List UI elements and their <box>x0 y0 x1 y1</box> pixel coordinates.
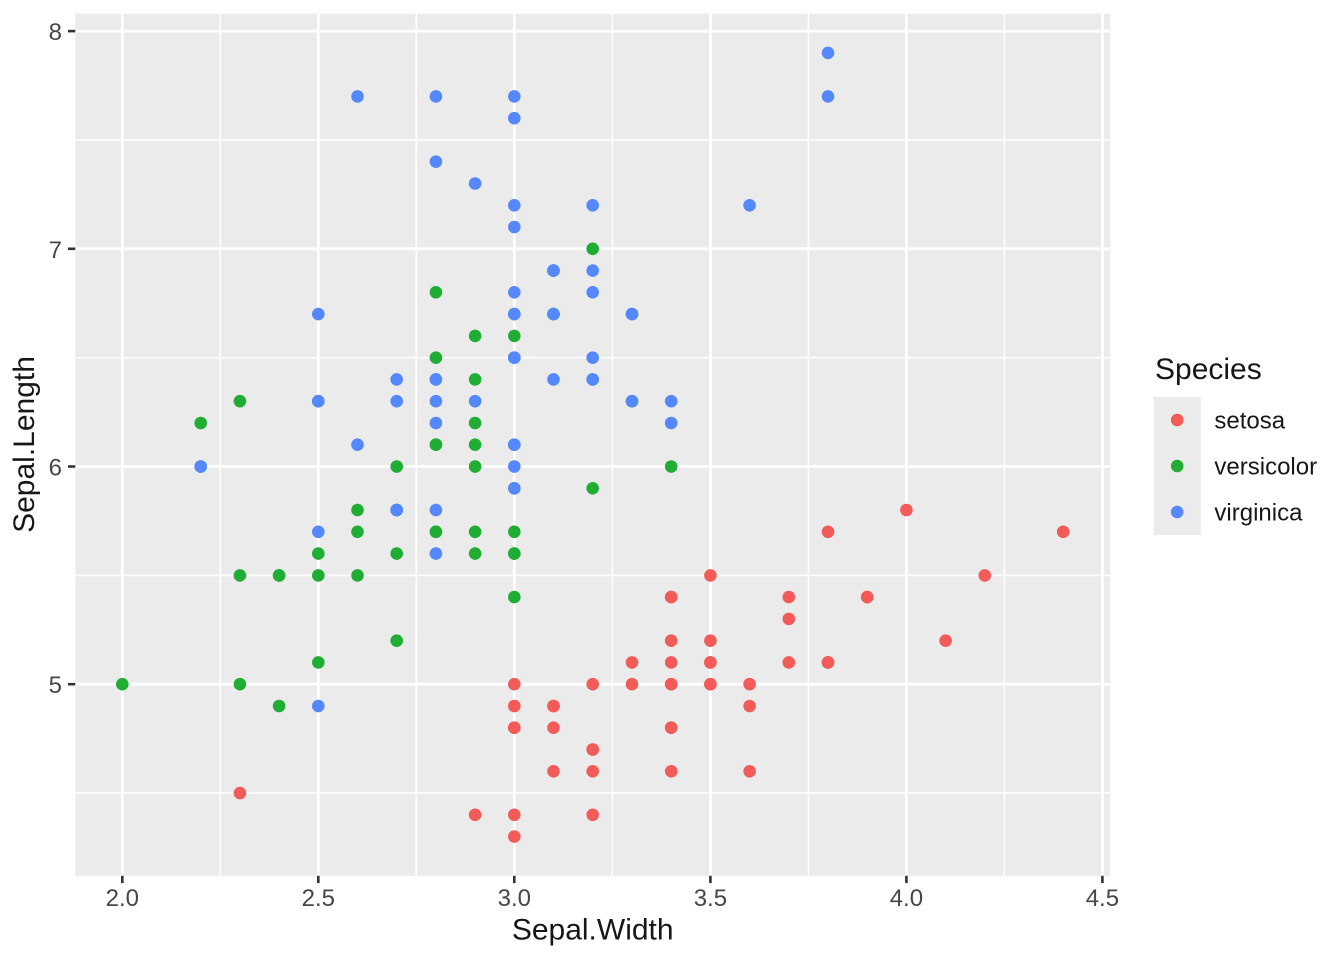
svg-text:7: 7 <box>49 237 62 264</box>
svg-text:setosa: setosa <box>1214 407 1285 434</box>
svg-text:5: 5 <box>49 672 62 699</box>
svg-text:3.0: 3.0 <box>498 885 531 912</box>
svg-text:2.0: 2.0 <box>106 885 139 912</box>
svg-text:Sepal.Length: Sepal.Length <box>8 356 41 533</box>
svg-text:Species: Species <box>1155 353 1262 386</box>
svg-text:versicolor: versicolor <box>1214 453 1317 480</box>
svg-text:6: 6 <box>49 455 62 482</box>
svg-text:4.5: 4.5 <box>1086 885 1119 912</box>
svg-text:8: 8 <box>49 19 62 46</box>
svg-text:3.5: 3.5 <box>694 885 727 912</box>
svg-text:4.0: 4.0 <box>890 885 923 912</box>
svg-text:2.5: 2.5 <box>302 885 335 912</box>
svg-text:Sepal.Width: Sepal.Width <box>512 914 674 947</box>
svg-text:virginica: virginica <box>1214 499 1303 526</box>
